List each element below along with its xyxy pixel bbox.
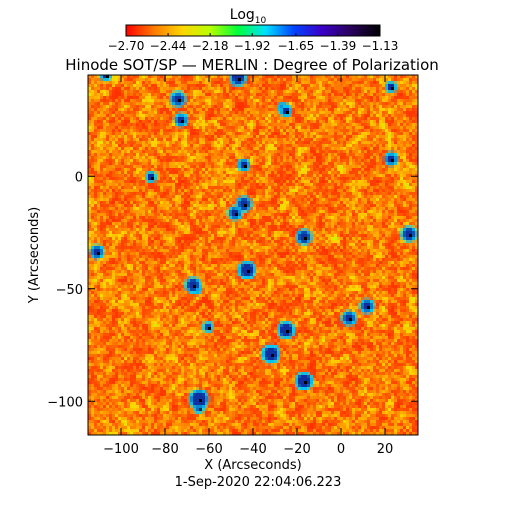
y-axis-label: Y (Arcseconds) — [27, 207, 42, 304]
x-axis-label: X (Arcseconds) — [204, 458, 301, 473]
colorbar — [125, 24, 381, 37]
y-axis-ticks: 0 −50 −100 — [47, 170, 418, 410]
y-tick-label: −100 — [47, 395, 83, 410]
x-tick-label: −40 — [239, 442, 266, 457]
y-tick-label: −50 — [56, 283, 83, 298]
x-tick-label: 20 — [377, 442, 394, 457]
y-tick-label: 0 — [75, 170, 83, 185]
x-tick-label: −60 — [195, 442, 222, 457]
colorbar-tick-label: −2.44 — [150, 39, 187, 53]
colorbar-tick-label: −1.92 — [234, 39, 271, 53]
x-axis-ticks: −100 −80 −60 −40 −20 0 20 — [103, 75, 393, 457]
colorbar-tick-label: −1.13 — [362, 39, 399, 53]
x-tick-label: −20 — [283, 442, 310, 457]
heatmap-raster — [88, 75, 418, 435]
timestamp: 1-Sep-2020 22:04:06.223 — [175, 475, 342, 490]
colorbar-title: Log10 — [230, 7, 267, 26]
x-tick-label: −80 — [151, 442, 178, 457]
colorbar-tick-label: −1.65 — [277, 39, 314, 53]
colorbar-tick-label: −1.39 — [320, 39, 357, 53]
colorbar-tick-label: −2.70 — [108, 39, 145, 53]
colorbar-ticks: −2.70 −2.44 −2.18 −1.92 −1.65 −1.39 −1.13 — [108, 33, 399, 53]
x-tick-label: −100 — [103, 442, 139, 457]
colorbar-tick-label: −2.18 — [192, 39, 229, 53]
x-tick-label: 0 — [337, 442, 345, 457]
heatmap-image — [88, 75, 418, 435]
chart-title: Hinode SOT/SP — MERLIN : Degree of Polar… — [65, 56, 439, 74]
